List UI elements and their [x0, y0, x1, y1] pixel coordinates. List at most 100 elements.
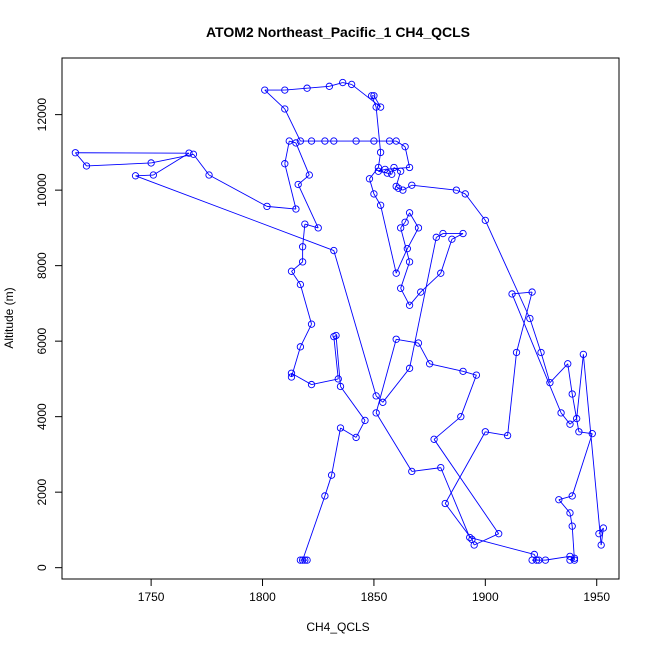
series-segment	[375, 412, 413, 472]
series-segment	[342, 82, 352, 85]
data-point	[372, 392, 380, 400]
series-segment	[404, 212, 410, 223]
x-axis: 1750 1800 1850 1900 1950	[138, 578, 610, 604]
data-point	[336, 424, 345, 432]
series-segment	[571, 526, 575, 561]
data-point	[599, 524, 608, 532]
data-point	[401, 218, 409, 226]
data-point	[425, 360, 434, 368]
series-segment	[135, 175, 334, 251]
series-segment	[153, 152, 190, 176]
series-segment	[351, 84, 381, 108]
data-point	[376, 148, 385, 157]
series-segment	[440, 239, 453, 274]
data-point	[535, 556, 543, 564]
data-point	[307, 320, 316, 328]
data-point	[205, 171, 213, 179]
y-tick-label: 2000	[35, 478, 49, 505]
series-segment	[576, 354, 584, 419]
series-segment	[135, 174, 154, 177]
y-tick-label: 10000	[35, 173, 49, 207]
series-segment	[433, 416, 462, 440]
series-segment	[400, 261, 410, 289]
data-point	[459, 229, 467, 238]
series-segment	[86, 162, 152, 167]
data-point	[368, 92, 376, 100]
data-point	[376, 103, 385, 111]
series-segment	[420, 272, 442, 293]
series-segment	[429, 363, 464, 372]
data-point	[588, 429, 596, 438]
series-segment	[297, 184, 319, 229]
data-point	[71, 149, 80, 157]
data-point	[296, 280, 305, 289]
data-point	[570, 556, 579, 564]
data-point	[189, 150, 198, 158]
series-segment	[291, 372, 312, 385]
series-segment	[387, 172, 392, 175]
data-point	[390, 163, 398, 172]
series-segment	[375, 107, 382, 153]
data-point	[292, 139, 300, 147]
y-tick-label: 12000	[35, 98, 49, 132]
series-segment	[395, 248, 408, 274]
data-point	[388, 170, 396, 178]
series-segment	[369, 178, 375, 195]
series-segment	[529, 318, 542, 353]
data-point	[263, 202, 271, 211]
data-point	[330, 137, 338, 145]
data-point	[566, 509, 574, 517]
data-point	[336, 382, 345, 391]
series-segment	[460, 374, 477, 417]
series-segment	[540, 352, 551, 383]
data-point	[448, 235, 456, 243]
series-segment	[291, 271, 301, 285]
data-point	[495, 530, 503, 538]
data-point	[441, 499, 449, 508]
series-segment	[304, 223, 319, 229]
data-point	[414, 224, 423, 232]
series-segment	[462, 370, 477, 376]
data-point	[370, 190, 378, 198]
data-point	[566, 556, 574, 564]
x-tick-label: 1900	[472, 590, 499, 604]
series-segment	[571, 393, 580, 432]
series-segment	[469, 537, 535, 555]
data-point	[334, 375, 342, 383]
data-point	[285, 137, 293, 145]
data-point	[595, 530, 603, 538]
data-point	[405, 258, 414, 266]
series-lines	[75, 82, 604, 561]
series-segment	[411, 467, 441, 472]
data-point	[298, 556, 307, 564]
data-point	[437, 269, 445, 277]
series-segment	[377, 152, 382, 168]
series-segment	[436, 233, 444, 238]
series-segment	[507, 352, 517, 436]
data-point	[564, 360, 572, 368]
x-tick-label: 1950	[583, 590, 610, 604]
series-segment	[329, 82, 343, 87]
series-segment	[382, 368, 410, 403]
series-segment	[291, 261, 303, 272]
data-point	[459, 367, 467, 376]
series-segment	[395, 140, 406, 148]
data-point	[325, 82, 334, 90]
y-axis-label: Altitude (m)	[2, 287, 16, 348]
data-point	[281, 105, 289, 113]
data-point	[528, 288, 536, 296]
data-point	[301, 220, 309, 228]
data-point	[381, 165, 389, 174]
series-segment	[291, 346, 301, 378]
data-point	[405, 163, 414, 172]
data-point	[392, 182, 400, 191]
data-point	[82, 162, 91, 170]
data-point	[330, 332, 338, 341]
data-point	[568, 390, 576, 398]
data-point	[546, 379, 554, 387]
data-point	[430, 435, 438, 443]
data-point	[530, 550, 538, 559]
data-point	[372, 409, 380, 417]
data-point	[461, 190, 469, 198]
